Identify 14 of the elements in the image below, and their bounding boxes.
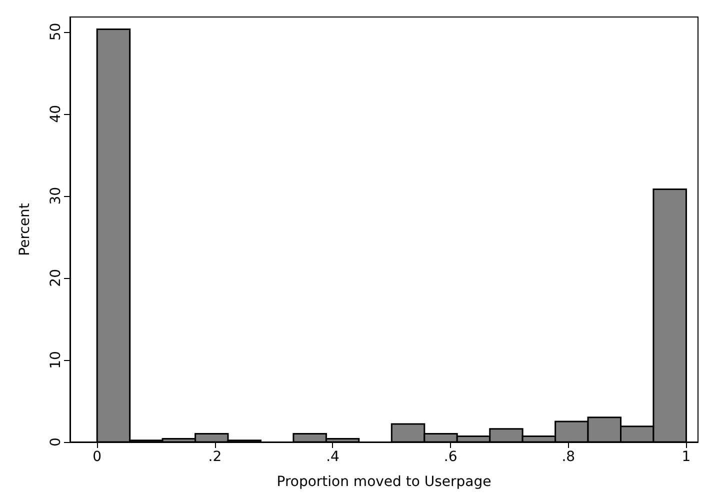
y-tick-label: 10 bbox=[48, 351, 64, 369]
y-tick-label: 50 bbox=[48, 22, 64, 41]
x-tick-label: .8 bbox=[562, 449, 576, 465]
x-tick-label: .4 bbox=[326, 449, 340, 465]
x-tick-label: .6 bbox=[444, 449, 458, 465]
y-axis-title: Percent bbox=[17, 202, 33, 256]
y-tick-label: 30 bbox=[48, 186, 64, 205]
x-tick-label: 1 bbox=[682, 449, 691, 465]
y-tick-label: 40 bbox=[48, 104, 64, 123]
x-tick-label: .2 bbox=[208, 449, 222, 465]
y-tick-label: 0 bbox=[48, 438, 64, 446]
y-tick-label: 20 bbox=[48, 268, 64, 287]
x-axis-title: Proportion moved to Userpage bbox=[276, 474, 492, 490]
x-tick-label: 0 bbox=[92, 449, 102, 465]
